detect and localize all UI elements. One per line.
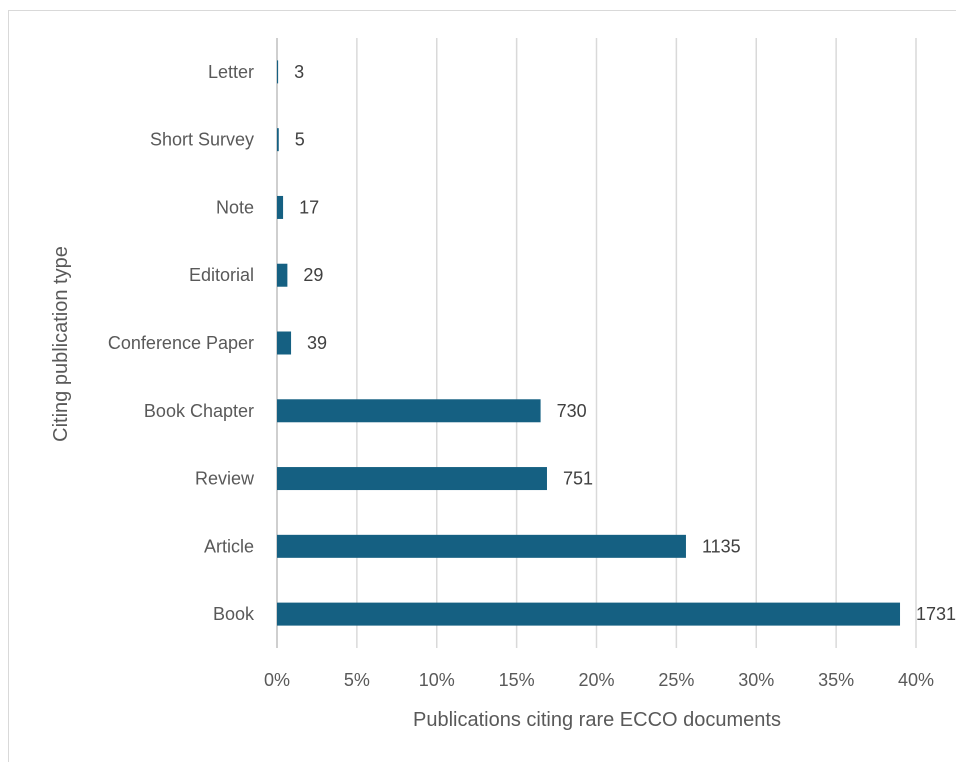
x-tick-label: 30% [738, 670, 774, 690]
data-label: 730 [557, 401, 587, 421]
data-label: 39 [307, 333, 327, 353]
data-label: 1135 [702, 536, 741, 556]
x-tick-label: 10% [419, 670, 455, 690]
data-label: 17 [299, 197, 319, 217]
bar [277, 602, 901, 626]
x-axis-title: Publications citing rare ECCO documents [413, 709, 781, 731]
bars [277, 60, 901, 626]
data-label: 5 [295, 130, 305, 150]
data-label: 751 [563, 469, 593, 489]
bar [277, 467, 547, 491]
x-tick-labels: 0% 5% 10% 15% 20% 25% 30% 35% 40% [264, 670, 934, 690]
bar [277, 399, 541, 423]
x-tick-label: 40% [898, 670, 934, 690]
bar [277, 534, 686, 558]
category-label: Note [216, 197, 254, 217]
bar [277, 128, 279, 152]
category-label: Book Chapter [144, 401, 254, 421]
x-tick-label: 25% [658, 670, 694, 690]
data-label: 29 [303, 265, 323, 285]
category-label: Article [204, 536, 254, 556]
bar [277, 263, 288, 287]
bar [277, 331, 292, 355]
x-tick-label: 20% [578, 670, 614, 690]
category-label: Short Survey [150, 130, 254, 150]
data-label: 1731 [916, 604, 956, 624]
category-label: Letter [208, 62, 254, 82]
category-label: Book [213, 604, 255, 624]
category-label: Review [195, 469, 255, 489]
data-label: 3 [294, 62, 304, 82]
category-labels: Letter Short Survey Note Editorial Conferenc… [108, 62, 255, 624]
x-tick-label: 5% [344, 670, 370, 690]
bar [277, 195, 284, 219]
chart-frame [8, 10, 956, 762]
x-tick-label: 15% [499, 670, 535, 690]
y-axis-title: Citing publication type [50, 246, 72, 442]
x-tick-label: 35% [818, 670, 854, 690]
category-label: Conference Paper [108, 333, 254, 353]
category-label: Editorial [189, 265, 254, 285]
data-labels: 3 5 17 29 39 730 751 1135 1731 [294, 62, 956, 624]
x-tick-label: 0% [264, 670, 290, 690]
bar [277, 60, 279, 84]
